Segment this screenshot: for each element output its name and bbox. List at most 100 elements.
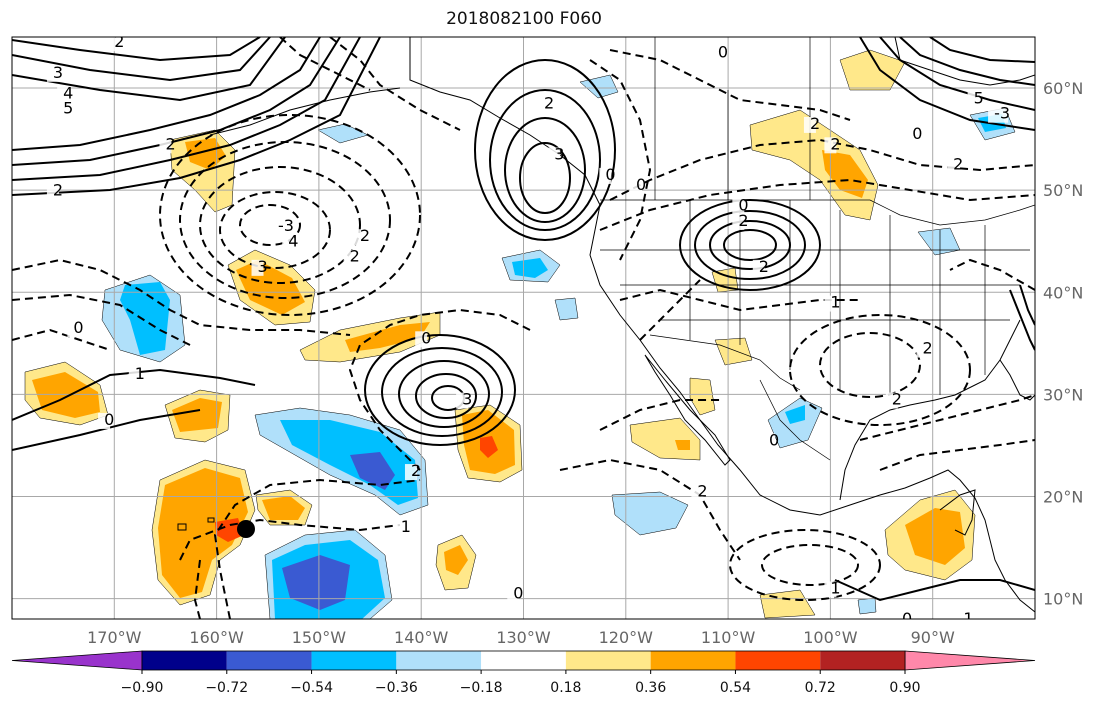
contour-label: 3 (258, 257, 268, 276)
contour-label-bg (271, 219, 292, 235)
contour-line (789, 314, 971, 426)
contour-label-bg (967, 91, 980, 108)
contour-label-bg (57, 86, 70, 103)
contour-line (213, 478, 421, 619)
contour-label: 2 (53, 180, 63, 199)
longitude-tick-label: 140°W (394, 628, 449, 647)
contour-label: 0 (104, 410, 114, 429)
contour-line (1009, 289, 1035, 351)
contour-label: 0 (421, 328, 431, 347)
longitude-tick-label: 160°W (189, 628, 244, 647)
contour-label-bg (537, 96, 550, 113)
contour-line (899, 37, 1035, 86)
contour-line (12, 37, 261, 62)
colorbar-segment (650, 651, 736, 670)
contour-line (709, 220, 791, 270)
negative-anomaly (579, 74, 619, 99)
contour-label-bg (957, 612, 970, 619)
positive-anomaly (839, 49, 906, 91)
contour-label-bg (394, 520, 407, 537)
positive-anomaly (759, 589, 816, 619)
contour-label: 2 (759, 257, 769, 276)
contour-label: 2 (830, 134, 840, 153)
positive-anomaly (749, 109, 879, 221)
contour-label-bg (906, 127, 919, 144)
contour-line (929, 37, 1035, 63)
contour-label: 2 (114, 32, 124, 51)
contour-line (879, 439, 1035, 471)
contour-label: -3 (994, 104, 1010, 123)
contour-line (474, 59, 616, 241)
contour-line (694, 210, 806, 280)
positive-anomaly (480, 436, 498, 458)
contour-line (12, 258, 351, 336)
contour-line (599, 178, 1035, 231)
contour-label: 0 (902, 609, 912, 628)
colorbar-tick-label: 0.90 (889, 680, 920, 696)
contour-label-bg (824, 581, 837, 598)
colorbar-segment (735, 651, 821, 670)
positive-anomaly (444, 545, 468, 575)
colorbar-segment (142, 651, 227, 670)
negative-anomaly (917, 227, 961, 256)
contour-label-bg (456, 392, 469, 409)
contour-line (639, 279, 701, 341)
contour-label-bg (916, 341, 929, 358)
shaded-anomalies (24, 49, 1016, 619)
contour-label: 2 (165, 134, 175, 153)
contour-line (12, 293, 191, 346)
contour-label: 2 (411, 461, 421, 480)
colorbar: −0.90 −0.72 −0.54 −0.36 −0.18 0.18 0.36 0.54 0.7… (11, 650, 1036, 696)
contour-label-bg (251, 259, 264, 276)
contour-line (599, 399, 720, 431)
negative-anomaly (785, 405, 805, 424)
negative-anomaly (282, 555, 350, 610)
contour-line (679, 199, 821, 291)
colorbar-segment (820, 651, 905, 670)
contour-label: 4 (63, 83, 73, 102)
colorbar-segment (565, 651, 651, 670)
contour-label-bg (752, 259, 765, 276)
us-canada-border (600, 199, 1035, 226)
contour-line (193, 559, 201, 619)
contour-line (519, 142, 571, 214)
contour-line (1019, 284, 1035, 326)
contour-label-bg (57, 101, 70, 118)
contour-label-bg (343, 249, 356, 266)
colorbar-frame (141, 650, 906, 671)
contour-label-bg (763, 433, 776, 450)
colorbar-tick-label: −0.72 (205, 680, 248, 696)
contour-label-bg (732, 213, 745, 230)
north-america-coast (409, 37, 1035, 613)
contour-label-bg (159, 137, 172, 154)
colorbar-segment (481, 651, 566, 670)
hawaii (177, 517, 215, 531)
mexico-state-line (759, 379, 831, 461)
gridlines (12, 37, 1035, 619)
colorbar-tick-label: 0.36 (635, 680, 666, 696)
contour-label: 0 (718, 42, 728, 61)
positive-anomaly (905, 508, 965, 565)
coastlines (177, 37, 1035, 613)
storm-position-marker (237, 520, 255, 538)
colorbar-tick-label: −0.36 (375, 680, 418, 696)
contour-label: 5 (974, 88, 984, 107)
colorbar-tick-label: −0.90 (121, 680, 164, 696)
latitude-tick-label: 50°N (1043, 181, 1083, 200)
negative-anomaly (317, 123, 369, 144)
contour-line (489, 89, 601, 231)
contour-line (12, 37, 286, 102)
contour-line (398, 360, 490, 428)
positive-anomaly (822, 150, 868, 198)
contour-label: 1 (830, 578, 840, 597)
contour-label: 2 (544, 93, 554, 112)
contour-label-bg (67, 321, 80, 338)
contour-label-bg (885, 392, 898, 409)
latitude-tick-label: 30°N (1043, 385, 1083, 404)
colorbar-tick-label: −0.18 (460, 680, 503, 696)
map-title: 2018082100 F060 (446, 9, 602, 29)
negative-anomaly (857, 597, 877, 615)
longitude-tick-label: 170°W (87, 628, 142, 647)
map-frame (11, 36, 1036, 620)
positive-anomaly (32, 372, 100, 418)
